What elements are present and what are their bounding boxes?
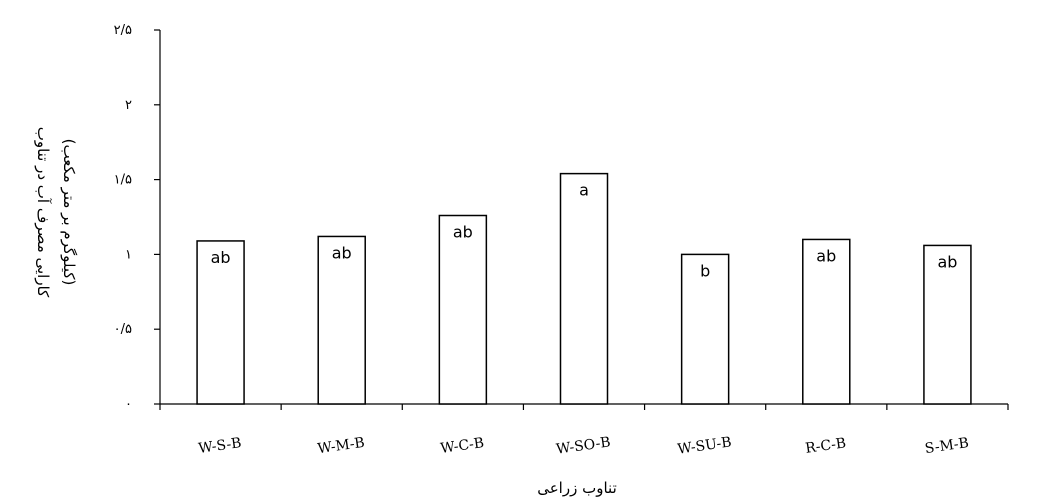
y-tick-label: ۱/۵ (114, 173, 132, 188)
bar-w-so-b (559, 172, 609, 405)
bar-significance-label: a (579, 181, 589, 200)
x-category-label: R-C-B (804, 435, 847, 457)
y-tick-label: ۰ (125, 397, 132, 412)
bar-significance-label: ab (937, 252, 957, 271)
bar-significance-label: ab (816, 246, 836, 265)
x-category-labels: W-S-B W-M-B W-C-B W-SO-B W-SU-B R-C-B S-M-B (197, 434, 969, 457)
y-tick-label: ۱ (125, 247, 132, 262)
bar-significance-label: ab (453, 223, 473, 242)
y-axis-label-line2: (کیلوگرم بر متر مکعب) (60, 139, 78, 286)
bar-w-m-b (317, 235, 366, 405)
x-category-label: W-M-B (317, 435, 366, 457)
bar-w-s-b (196, 240, 245, 405)
y-tick-label: ۲/۵ (114, 23, 132, 38)
y-tick-label: ۲ (125, 98, 132, 113)
bar-significance-label: ab (211, 248, 231, 267)
x-category-label: W-C-B (439, 435, 485, 457)
y-tick-label: ۰/۵ (114, 322, 132, 337)
x-category-label: W-S-B (197, 435, 242, 457)
x-axis-label: تناوب زراعی (537, 479, 617, 497)
bar-significance-label: b (700, 261, 710, 280)
bars-group (196, 172, 972, 405)
y-axis-label-line1: کارایی مصرف آب در تناوب (34, 127, 52, 298)
y-axis-ticks: ۰ ۰/۵ ۱ ۱/۵ ۲ ۲/۵ (114, 23, 160, 412)
bar-significance-label: ab (332, 243, 352, 262)
x-category-label: W-SO-B (555, 434, 611, 457)
bar-s-m-b (923, 244, 972, 405)
x-category-label: S-M-B (924, 435, 970, 457)
x-category-label: W-SU-B (677, 434, 733, 457)
bar-w-c-b (438, 214, 488, 405)
bar-r-c-b (802, 238, 851, 405)
bar-w-su-b (680, 253, 730, 405)
x-axis-ticks (159, 404, 1009, 410)
